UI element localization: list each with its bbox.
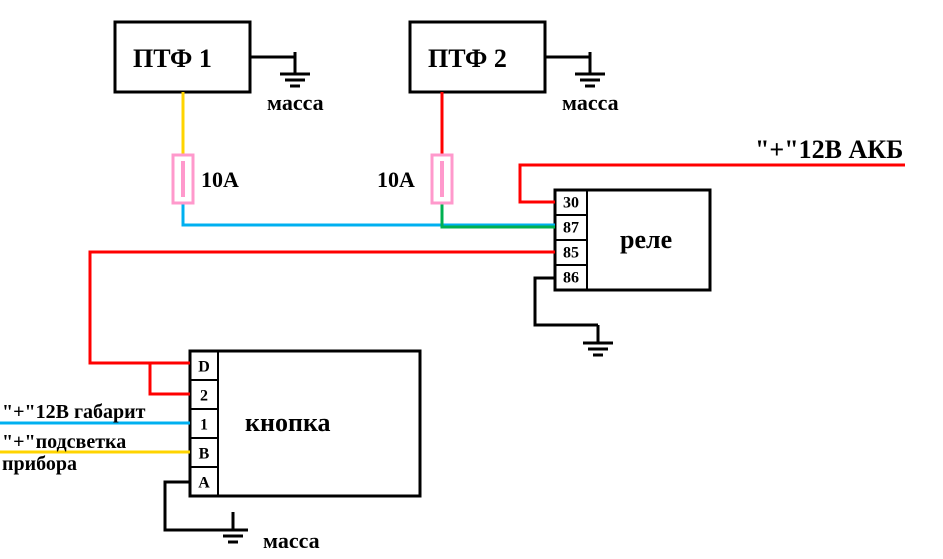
button-label: кнопка — [245, 408, 331, 437]
button-pin-label-1: 1 — [200, 417, 208, 434]
relay-pin-label-87: 87 — [563, 220, 579, 237]
button-pin-label-B: B — [199, 446, 210, 463]
fuse2-label: 10А — [377, 167, 415, 192]
podsvetka-label-2: прибора — [2, 453, 77, 475]
mass-label-ptf2: масса — [562, 90, 619, 115]
ptf1-label: ПТФ 1 — [133, 44, 212, 73]
ground-relay — [583, 325, 613, 355]
gabarit-label: "+"12В габарит — [2, 401, 146, 423]
relay-pin-label-85: 85 — [563, 245, 579, 262]
akb-label: "+"12В АКБ — [755, 135, 903, 164]
relay-pin-label-86: 86 — [563, 270, 579, 287]
button-pin-label-2: 2 — [200, 388, 208, 405]
wire-button2_red — [150, 363, 190, 394]
wire-ptf2_green — [442, 203, 555, 227]
wire-relay85_red — [90, 252, 555, 363]
fuse-1 — [173, 155, 193, 203]
podsvetka-label-1: "+"подсветка — [2, 431, 126, 453]
relay-pin-label-30: 30 — [563, 195, 579, 212]
mass-label-ptf1: масса — [267, 90, 324, 115]
wire-ptf1_blue_down — [183, 203, 555, 225]
button-pin-label-A: A — [198, 475, 210, 492]
button-pin-label-D: D — [198, 359, 210, 376]
ptf2-label: ПТФ 2 — [428, 44, 507, 73]
ground-button — [218, 512, 248, 542]
fuse-2 — [432, 155, 452, 203]
mass-label-button: масса — [263, 528, 320, 553]
relay-label: реле — [620, 225, 672, 254]
fuse1-label: 10А — [201, 167, 239, 192]
